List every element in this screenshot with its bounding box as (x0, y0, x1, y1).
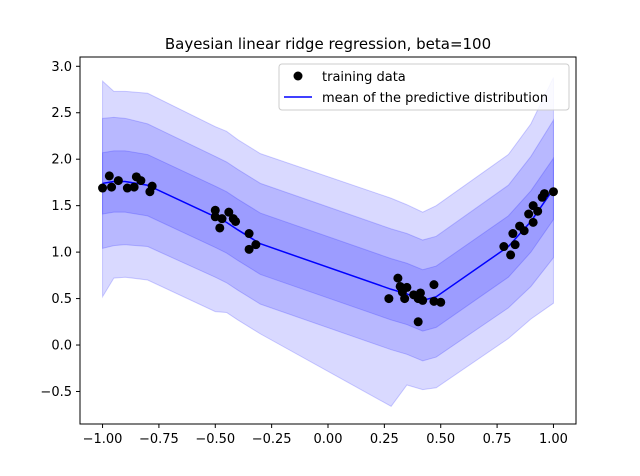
training-point (98, 183, 108, 193)
training-point (104, 171, 114, 181)
mean-line (102, 180, 555, 302)
training-point (510, 240, 520, 250)
y-tick-label: −0.5 (40, 385, 72, 400)
training-point (147, 181, 157, 191)
x-tick-label: 0.75 (483, 432, 512, 447)
training-point (508, 229, 518, 239)
legend-label-training-data: training data (322, 70, 406, 85)
x-tick-label: −0.75 (139, 432, 179, 447)
training-point (122, 183, 132, 193)
training-point (418, 295, 428, 305)
training-point (217, 214, 227, 224)
band-3sigma (102, 77, 554, 408)
y-tick-label: 2.0 (51, 153, 72, 168)
x-tick-label: 0.00 (314, 432, 343, 447)
training-point (533, 206, 543, 216)
training-point (384, 294, 394, 304)
band-1sigma (102, 150, 554, 332)
chart-title: Bayesian linear ridge regression, beta=1… (165, 35, 491, 53)
x-tick-label: −1.00 (83, 432, 123, 447)
y-tick-label: 1.5 (51, 199, 72, 214)
y-tick-label: 0.5 (51, 292, 72, 307)
y-tick-label: 3.0 (51, 60, 72, 75)
training-point (244, 244, 254, 254)
x-tick-label: 0.50 (426, 432, 455, 447)
y-tick-label: 1.0 (51, 246, 72, 261)
training-point (402, 282, 412, 292)
training-point (215, 223, 225, 233)
training-point (413, 317, 423, 327)
x-tick-label: 1.00 (539, 432, 568, 447)
training-point (251, 240, 261, 250)
training-point (436, 297, 446, 307)
training-point (244, 229, 254, 239)
x-axis: −1.00 −0.75 −0.50 −0.25 0.00 0.25 0.50 0.75 1.00 (83, 424, 568, 447)
training-point (429, 280, 439, 290)
x-tick-label: −0.50 (195, 432, 235, 447)
y-tick-label: 2.5 (51, 106, 72, 121)
training-point (210, 205, 220, 215)
training-point (136, 176, 146, 186)
y-axis: −0.5 0.0 0.5 1.0 1.5 2.0 2.5 3.0 (40, 60, 80, 400)
training-point (107, 182, 117, 192)
training-point (429, 296, 439, 306)
x-tick-label: 0.25 (370, 432, 399, 447)
training-point (539, 189, 549, 199)
training-point (224, 207, 234, 217)
training-point (393, 273, 403, 283)
legend-marker-training-data (293, 71, 303, 81)
training-point (524, 209, 534, 219)
training-point (113, 176, 123, 186)
training-point (548, 187, 558, 197)
legend-box (278, 63, 570, 111)
plot-area (98, 77, 558, 408)
training-point (129, 182, 139, 192)
training-point (506, 250, 516, 260)
x-tick-label: −0.25 (252, 432, 292, 447)
y-tick-label: 0.0 (51, 339, 72, 354)
training-point (231, 216, 241, 226)
training-point (499, 242, 509, 252)
legend-label-mean: mean of the predictive distribution (322, 91, 548, 106)
training-point (528, 217, 538, 227)
training-point (415, 288, 425, 298)
training-point (400, 294, 410, 304)
legend: training data mean of the predictive dis… (278, 63, 570, 111)
training-point (210, 212, 220, 222)
training-point (519, 226, 529, 236)
